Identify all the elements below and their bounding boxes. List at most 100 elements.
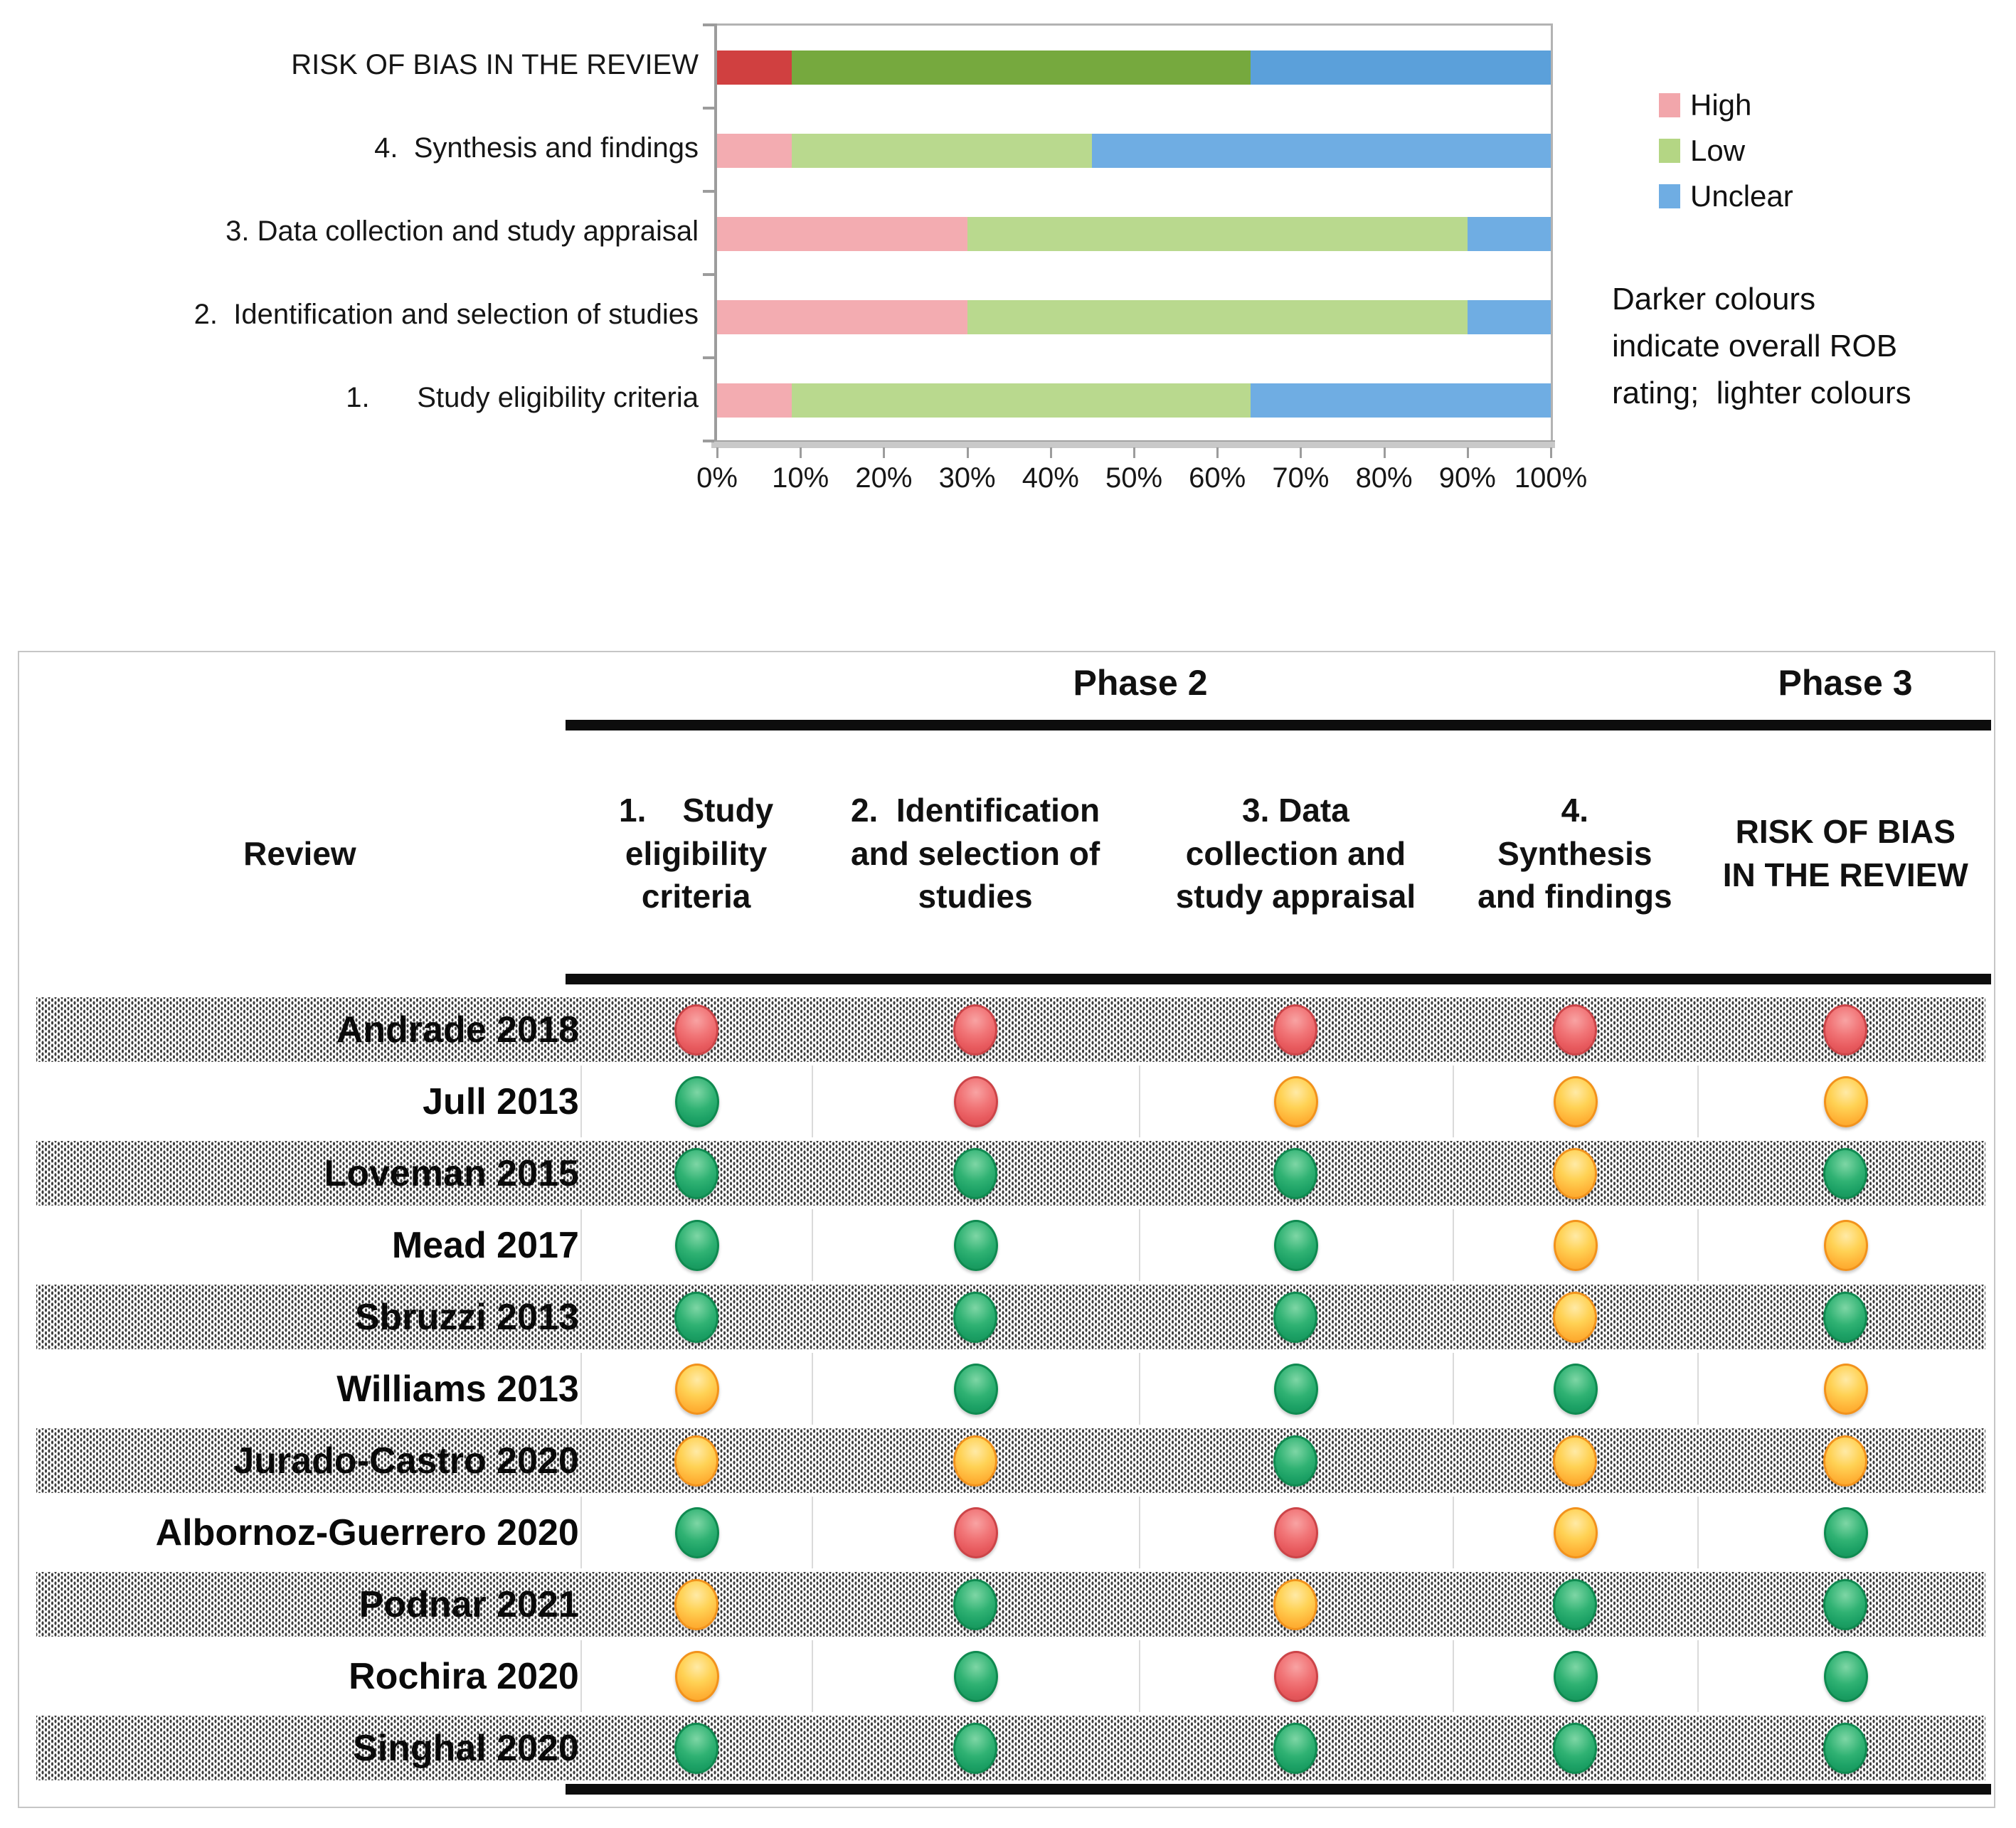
rating-cell bbox=[812, 1209, 1138, 1281]
rating-cell bbox=[580, 1425, 812, 1497]
rating-cell bbox=[812, 1353, 1138, 1425]
table-row: Podnar 2021 bbox=[19, 1568, 1994, 1640]
criteria-column-header: 2. Identification and selection of studi… bbox=[850, 791, 1100, 915]
x-axis-tick-label: 60% bbox=[1189, 462, 1246, 494]
rating-dot-low bbox=[1274, 1363, 1319, 1415]
row-stipple-pattern bbox=[36, 1428, 1985, 1493]
chart-plot-area bbox=[717, 23, 1553, 442]
rating-cell bbox=[1453, 1568, 1697, 1640]
chart-y-axis bbox=[714, 23, 717, 445]
criteria-column-header: 3. Data collection and study appraisal bbox=[1175, 791, 1416, 915]
legend-label: Low bbox=[1690, 134, 1746, 167]
chart-note: Darker colours indicate overall ROB rati… bbox=[1612, 282, 1911, 410]
rating-dot-low bbox=[1553, 1363, 1598, 1415]
rating-dot-high bbox=[953, 1004, 998, 1056]
robis-table: Phase 2 Phase 3 Review 1. Study eligibil… bbox=[18, 651, 1995, 1808]
legend-item: Unclear bbox=[1659, 174, 1793, 219]
rating-cell bbox=[1453, 1712, 1697, 1784]
y-axis-tick bbox=[703, 273, 714, 276]
table-header-row: Review 1. Study eligibility criteria 2. I… bbox=[19, 736, 1994, 971]
x-axis-tick-label: 70% bbox=[1272, 462, 1330, 494]
review-name: Loveman 2015 bbox=[324, 1152, 579, 1194]
rating-dot-low bbox=[1273, 1147, 1318, 1199]
rating-cell bbox=[580, 1209, 812, 1281]
rating-dot-unclear bbox=[674, 1650, 719, 1702]
phase-2-header: Phase 2 bbox=[1073, 663, 1208, 703]
review-name: Andrade 2018 bbox=[336, 1009, 579, 1051]
rating-cell bbox=[1453, 1137, 1697, 1209]
chart-category-labels: RISK OF BIAS IN THE REVIEW 4. Synthesis a… bbox=[0, 23, 699, 440]
x-axis-tick-label: 40% bbox=[1022, 462, 1079, 494]
chart-category-label: 4. Synthesis and findings bbox=[374, 132, 699, 164]
legend-label: Unclear bbox=[1690, 179, 1793, 213]
bar-segment-high bbox=[717, 133, 792, 168]
review-name: Williams 2013 bbox=[336, 1368, 579, 1410]
phase-3-header: Phase 3 bbox=[1778, 663, 1913, 703]
chart-x-axis bbox=[711, 440, 1555, 448]
review-name: Jurado-Castro 2020 bbox=[233, 1440, 579, 1482]
table-row: Mead 2017 bbox=[19, 1209, 1994, 1281]
review-name: Rochira 2020 bbox=[349, 1655, 579, 1697]
rating-dot-low bbox=[1274, 1219, 1319, 1271]
legend-swatch-low bbox=[1659, 139, 1680, 163]
bar-row bbox=[717, 275, 1551, 358]
bar-segment-low bbox=[967, 299, 1468, 334]
rating-dot-unclear bbox=[1823, 1435, 1868, 1487]
rating-cell bbox=[812, 1712, 1138, 1784]
row-stipple-pattern bbox=[36, 1572, 1985, 1637]
bar-segment-unclear bbox=[1251, 50, 1551, 85]
rating-dot-unclear bbox=[1274, 1075, 1319, 1127]
rating-dot-low bbox=[674, 1075, 719, 1127]
rating-dot-high bbox=[1552, 1004, 1597, 1056]
x-axis-tick-label: 30% bbox=[938, 462, 996, 494]
rating-dot-low bbox=[1823, 1291, 1868, 1343]
rating-dot-low bbox=[1552, 1578, 1597, 1630]
y-axis-tick bbox=[703, 107, 714, 110]
x-axis-tick-label: 0% bbox=[696, 462, 738, 494]
table-row: Sbruzzi 2013 bbox=[19, 1281, 1994, 1353]
review-column-header: Review bbox=[243, 834, 356, 872]
x-axis-tick bbox=[966, 447, 969, 458]
rating-dot-low bbox=[953, 1291, 998, 1343]
rating-cell bbox=[580, 1281, 812, 1353]
bar-segment-high bbox=[717, 383, 792, 418]
table-row: Albornoz-Guerrero 2020 bbox=[19, 1497, 1994, 1568]
rating-cell bbox=[1138, 1066, 1453, 1137]
rating-dot-low bbox=[674, 1219, 719, 1271]
rating-dot-low bbox=[674, 1722, 718, 1774]
rating-cell bbox=[1453, 1209, 1697, 1281]
rating-cell bbox=[812, 1281, 1138, 1353]
chart-category-label: 2. Identification and selection of studi… bbox=[193, 299, 699, 330]
rating-cell bbox=[1453, 1353, 1697, 1425]
rating-dot-unclear bbox=[674, 1435, 718, 1487]
row-stipple-pattern bbox=[36, 1141, 1985, 1206]
review-name: Singhal 2020 bbox=[352, 1727, 579, 1769]
x-axis-tick bbox=[800, 447, 802, 458]
rating-dot-low bbox=[1552, 1722, 1597, 1774]
y-axis-tick bbox=[703, 440, 714, 442]
x-axis-tick-label: 10% bbox=[772, 462, 829, 494]
legend-label: High bbox=[1690, 88, 1752, 122]
rating-cell bbox=[812, 1425, 1138, 1497]
rating-dot-high bbox=[954, 1075, 999, 1127]
rating-dot-unclear bbox=[953, 1435, 998, 1487]
rating-dot-low bbox=[674, 1506, 719, 1558]
rating-dot-unclear bbox=[1273, 1578, 1318, 1630]
table-row: Jurado-Castro 2020 bbox=[19, 1425, 1994, 1497]
rating-cell bbox=[580, 1066, 812, 1137]
rating-dot-high bbox=[954, 1506, 999, 1558]
rating-cell bbox=[1139, 1712, 1453, 1784]
rating-cell bbox=[1139, 1568, 1453, 1640]
criteria-column-header: 4. Synthesis and findings bbox=[1477, 791, 1672, 915]
rating-cell bbox=[812, 1497, 1138, 1568]
table-row: Singhal 2020 bbox=[19, 1712, 1994, 1784]
review-name: Podnar 2021 bbox=[359, 1583, 579, 1625]
rating-cell bbox=[1138, 1353, 1453, 1425]
rating-dot-low bbox=[954, 1363, 999, 1415]
rating-cell bbox=[1139, 1137, 1453, 1209]
chart-category-label: 1. Study eligibility criteria bbox=[346, 382, 699, 413]
bar-segment-unclear bbox=[1467, 216, 1551, 251]
bar-segment-low bbox=[792, 133, 1093, 168]
table-row: Loveman 2015 bbox=[19, 1137, 1994, 1209]
criteria-column-header: RISK OF BIAS IN THE REVIEW bbox=[1722, 813, 1968, 893]
